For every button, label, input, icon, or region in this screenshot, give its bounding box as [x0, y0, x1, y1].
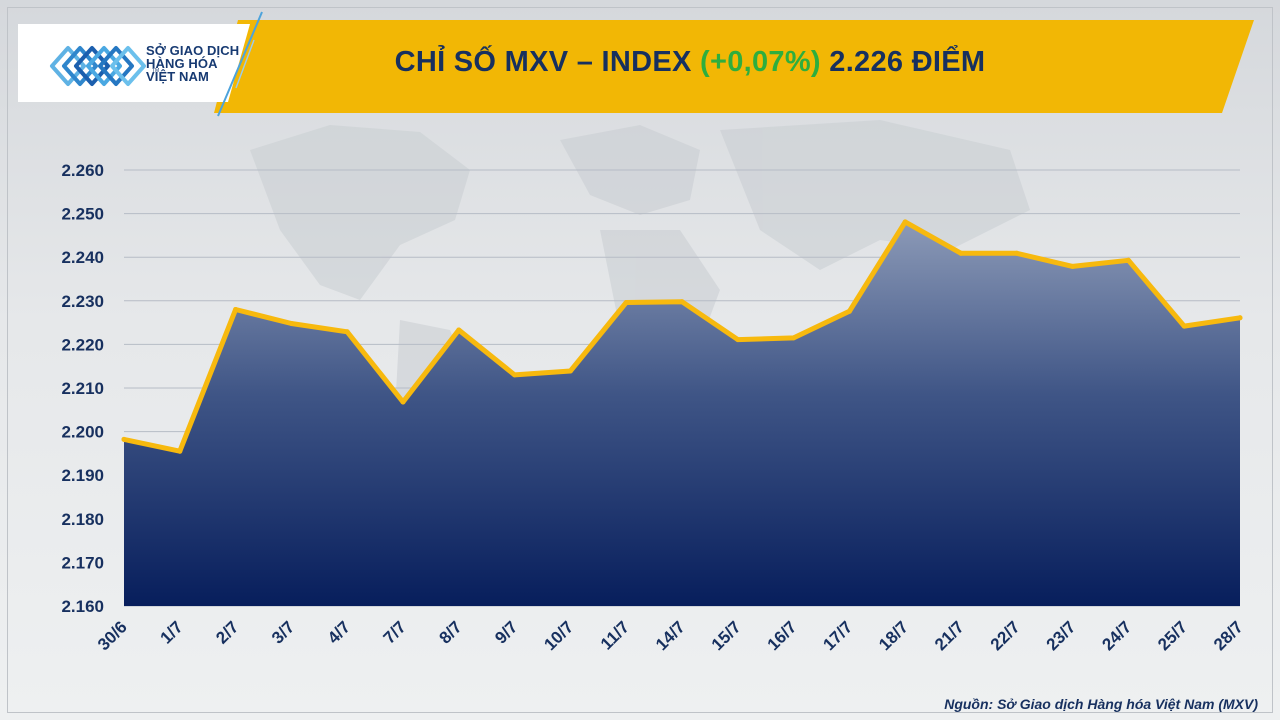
- x-tick-label: 1/7: [156, 617, 186, 647]
- data-point-21-7: [958, 250, 964, 256]
- data-point-10-7: [567, 368, 573, 374]
- y-tick-label: 2.170: [61, 553, 104, 572]
- x-tick-label: 3/7: [268, 617, 298, 647]
- x-tick-label: 7/7: [380, 617, 410, 647]
- x-tick-label: 4/7: [324, 617, 354, 647]
- trademark-mark: TM: [152, 68, 160, 74]
- area-fill: [124, 221, 1240, 606]
- y-tick-label: 2.240: [61, 248, 104, 267]
- x-tick-label: 16/7: [764, 617, 801, 654]
- title-change: (+0,07%): [700, 46, 821, 78]
- logo-wordmark: SỞ GIAO DỊCH HÀNG HÓA VIỆT NAM: [146, 44, 239, 83]
- data-point-15-7: [735, 337, 741, 343]
- x-tick-label: 8/7: [435, 617, 465, 647]
- y-tick-label: 2.190: [61, 466, 104, 485]
- banner-accent-line-2: [235, 39, 255, 89]
- data-point-1-7: [177, 448, 183, 454]
- mxv-logo-mark-icon: [50, 46, 146, 86]
- data-point-2-7: [233, 307, 239, 312]
- data-point-28-7: [1237, 315, 1243, 321]
- x-tick-label: 24/7: [1098, 617, 1135, 654]
- header-banner: [18, 11, 1254, 117]
- y-tick-label: 2.200: [61, 423, 104, 442]
- x-tick-label: 30/6: [94, 617, 131, 654]
- banner-accent-line: [217, 11, 263, 117]
- x-tick-label: 9/7: [491, 617, 521, 647]
- data-point-4-7: [344, 329, 350, 335]
- y-tick-label: 2.220: [61, 335, 104, 354]
- data-point-11-7: [623, 300, 629, 305]
- x-tick-label: 22/7: [987, 617, 1024, 654]
- banner-yellow: [214, 20, 1254, 113]
- x-tick-label: 10/7: [540, 617, 577, 654]
- y-tick-label: 2.210: [61, 379, 104, 398]
- y-tick-label: 2.250: [61, 205, 104, 224]
- data-point-7-7: [400, 399, 406, 405]
- data-point-24-7: [1125, 257, 1131, 263]
- data-point-23-7: [1070, 263, 1076, 269]
- logo-line: VIỆT NAM: [146, 69, 209, 84]
- x-tick-label: 2/7: [212, 617, 242, 647]
- title-prefix: CHỈ SỐ MXV – INDEX: [394, 46, 701, 78]
- title-suffix: 2.226 ĐIỂM: [820, 46, 986, 78]
- y-tick-label: 2.160: [61, 597, 104, 616]
- x-tick-label: 15/7: [708, 617, 745, 654]
- y-tick-label: 2.230: [61, 292, 104, 311]
- data-point-18-7: [902, 219, 908, 225]
- data-point-3-7: [288, 321, 294, 326]
- x-tick-label: 23/7: [1043, 617, 1080, 654]
- x-tick-label: 17/7: [819, 617, 856, 654]
- data-point-25-7: [1181, 323, 1187, 329]
- data-point-22-7: [1014, 250, 1020, 256]
- logo-line: HÀNG HÓA: [146, 56, 218, 71]
- x-tick-label: 14/7: [652, 617, 689, 654]
- data-point-17-7: [846, 308, 852, 314]
- x-tick-label: 21/7: [931, 617, 968, 654]
- source-note: Nguồn: Sở Giao dịch Hàng hóa Việt Nam (M…: [944, 696, 1258, 712]
- chart-title: CHỈ SỐ MXV – INDEX (+0,07%) 2.226 ĐIỂM: [260, 46, 1120, 79]
- x-tick-label: 28/7: [1210, 617, 1247, 654]
- x-tick-label: 11/7: [597, 617, 633, 653]
- data-point-8-7: [456, 327, 462, 333]
- mxv-logo: TM: [22, 24, 250, 102]
- data-point-9-7: [512, 372, 518, 378]
- y-tick-label: 2.260: [61, 161, 104, 180]
- data-point-30-6: [121, 436, 127, 442]
- data-point-14-7: [679, 299, 685, 305]
- y-tick-label: 2.180: [61, 510, 104, 529]
- logo-line: SỞ GIAO DỊCH: [146, 43, 240, 58]
- x-tick-label: 18/7: [875, 617, 912, 654]
- data-point-16-7: [791, 335, 797, 341]
- x-tick-label: 25/7: [1154, 617, 1191, 654]
